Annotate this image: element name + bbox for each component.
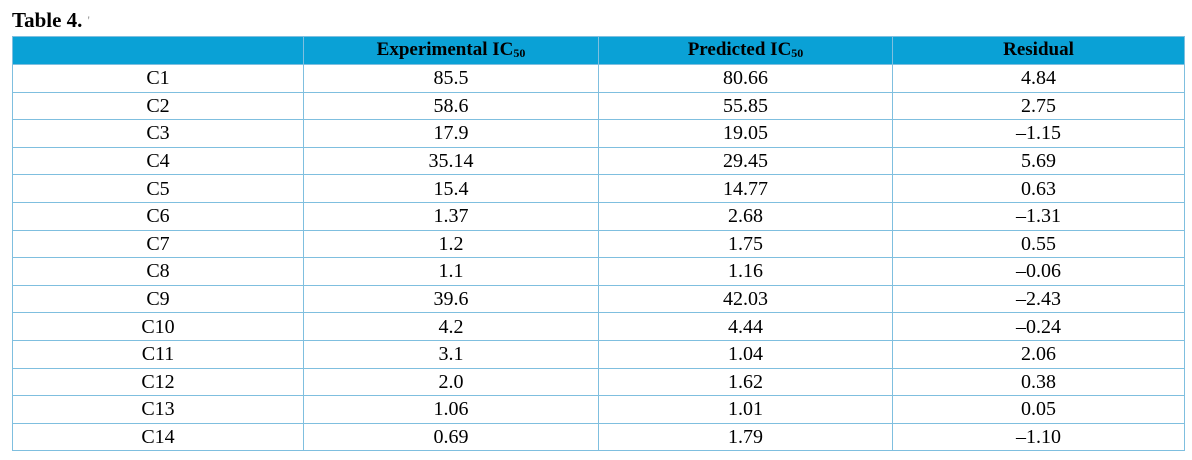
residual-cell: –0.06 — [892, 257, 1185, 286]
experimental-ic50-cell: 4.2 — [303, 312, 599, 341]
predicted-ic50-cell: 19.05 — [598, 119, 893, 148]
table-row: C11 3.1 1.04 2.06 — [12, 339, 1185, 369]
header-predicted-sub: 50 — [791, 46, 804, 60]
compound-cell: C12 — [12, 367, 304, 397]
compound-cell: C11 — [12, 339, 304, 369]
predicted-ic50-cell: 4.44 — [598, 312, 893, 341]
table-row: C4 35.14 29.45 5.69 — [12, 146, 1185, 176]
experimental-ic50-cell: 1.37 — [303, 201, 599, 231]
residual-cell: 0.63 — [892, 174, 1185, 203]
ic50-table: Experimental IC50 Predicted IC50 Residua… — [12, 36, 1185, 452]
predicted-ic50-cell: 80.66 — [598, 64, 893, 93]
residual-cell: –1.31 — [892, 201, 1185, 231]
experimental-ic50-cell: 3.1 — [303, 339, 599, 369]
table-caption-label: Table 4. — [12, 8, 83, 32]
table-row: C10 4.2 4.44 –0.24 — [12, 312, 1185, 341]
experimental-ic50-cell: 1.2 — [303, 229, 599, 259]
experimental-ic50-cell: 85.5 — [303, 64, 599, 93]
header-predicted-label: Predicted IC — [687, 39, 792, 60]
compound-cell: C1 — [12, 64, 304, 93]
residual-cell: 0.05 — [892, 395, 1185, 424]
residual-cell: 4.84 — [892, 64, 1185, 93]
table-row: C7 1.2 1.75 0.55 — [12, 229, 1185, 259]
experimental-ic50-cell: 1.1 — [303, 257, 599, 286]
table-row: C6 1.37 2.68 –1.31 — [12, 201, 1185, 231]
predicted-ic50-cell: 1.75 — [598, 229, 893, 259]
predicted-ic50-cell: 1.79 — [598, 422, 893, 452]
residual-cell: 5.69 — [892, 146, 1185, 176]
residual-cell: –0.24 — [892, 312, 1185, 341]
table-row: C12 2.0 1.62 0.38 — [12, 367, 1185, 397]
predicted-ic50-cell: 2.68 — [598, 201, 893, 231]
residual-cell: 2.06 — [892, 339, 1185, 369]
experimental-ic50-cell: 2.0 — [303, 367, 599, 397]
experimental-ic50-cell: 1.06 — [303, 395, 599, 424]
residual-cell: 0.55 — [892, 229, 1185, 259]
predicted-ic50-cell: 1.01 — [598, 395, 893, 424]
predicted-ic50-cell: 29.45 — [598, 146, 893, 176]
compound-cell: C9 — [12, 284, 304, 314]
header-compound — [12, 36, 304, 65]
table-header-row: Experimental IC50 Predicted IC50 Residua… — [12, 36, 1185, 65]
compound-cell: C2 — [12, 91, 304, 121]
compound-cell: C4 — [12, 146, 304, 176]
header-experimental-sub: 50 — [513, 46, 526, 60]
header-residual: Residual — [892, 36, 1185, 65]
residual-cell: 2.75 — [892, 91, 1185, 121]
residual-cell: 0.38 — [892, 367, 1185, 397]
header-experimental-ic50: Experimental IC50 — [303, 36, 599, 65]
experimental-ic50-cell: 15.4 — [303, 174, 599, 203]
residual-cell: –1.15 — [892, 119, 1185, 148]
compound-cell: C7 — [12, 229, 304, 259]
experimental-ic50-cell: 39.6 — [303, 284, 599, 314]
compound-cell: C14 — [12, 422, 304, 452]
residual-cell: –1.10 — [892, 422, 1185, 452]
residual-cell: –2.43 — [892, 284, 1185, 314]
predicted-ic50-cell: 42.03 — [598, 284, 893, 314]
table-row: C2 58.6 55.85 2.75 — [12, 91, 1185, 121]
header-residual-label: Residual — [1003, 39, 1074, 60]
experimental-ic50-cell: 17.9 — [303, 119, 599, 148]
predicted-ic50-cell: 1.16 — [598, 257, 893, 286]
compound-cell: C10 — [12, 312, 304, 341]
header-experimental-label: Experimental IC — [376, 39, 514, 60]
table-row: C3 17.9 19.05 –1.15 — [12, 119, 1185, 148]
table-row: C8 1.1 1.16 –0.06 — [12, 257, 1185, 286]
experimental-ic50-cell: 0.69 — [303, 422, 599, 452]
caption-trailing-mark: ' — [87, 13, 90, 27]
header-predicted-ic50: Predicted IC50 — [598, 36, 893, 65]
table-row: C13 1.06 1.01 0.05 — [12, 395, 1185, 424]
compound-cell: C8 — [12, 257, 304, 286]
compound-cell: C5 — [12, 174, 304, 203]
predicted-ic50-cell: 1.62 — [598, 367, 893, 397]
experimental-ic50-cell: 58.6 — [303, 91, 599, 121]
table-row: C14 0.69 1.79 –1.10 — [12, 422, 1185, 452]
table-row: C9 39.6 42.03 –2.43 — [12, 284, 1185, 314]
table-row: C5 15.4 14.77 0.63 — [12, 174, 1185, 203]
compound-cell: C6 — [12, 201, 304, 231]
table-body: C1 85.5 80.66 4.84 C2 58.6 55.85 2.75 C3 17.9 19.0… — [12, 64, 1185, 452]
table-row: C1 85.5 80.66 4.84 — [12, 64, 1185, 93]
compound-cell: C3 — [12, 119, 304, 148]
predicted-ic50-cell: 14.77 — [598, 174, 893, 203]
predicted-ic50-cell: 1.04 — [598, 339, 893, 369]
experimental-ic50-cell: 35.14 — [303, 146, 599, 176]
compound-cell: C13 — [12, 395, 304, 424]
predicted-ic50-cell: 55.85 — [598, 91, 893, 121]
table-caption: Table 4. ' — [12, 6, 90, 34]
